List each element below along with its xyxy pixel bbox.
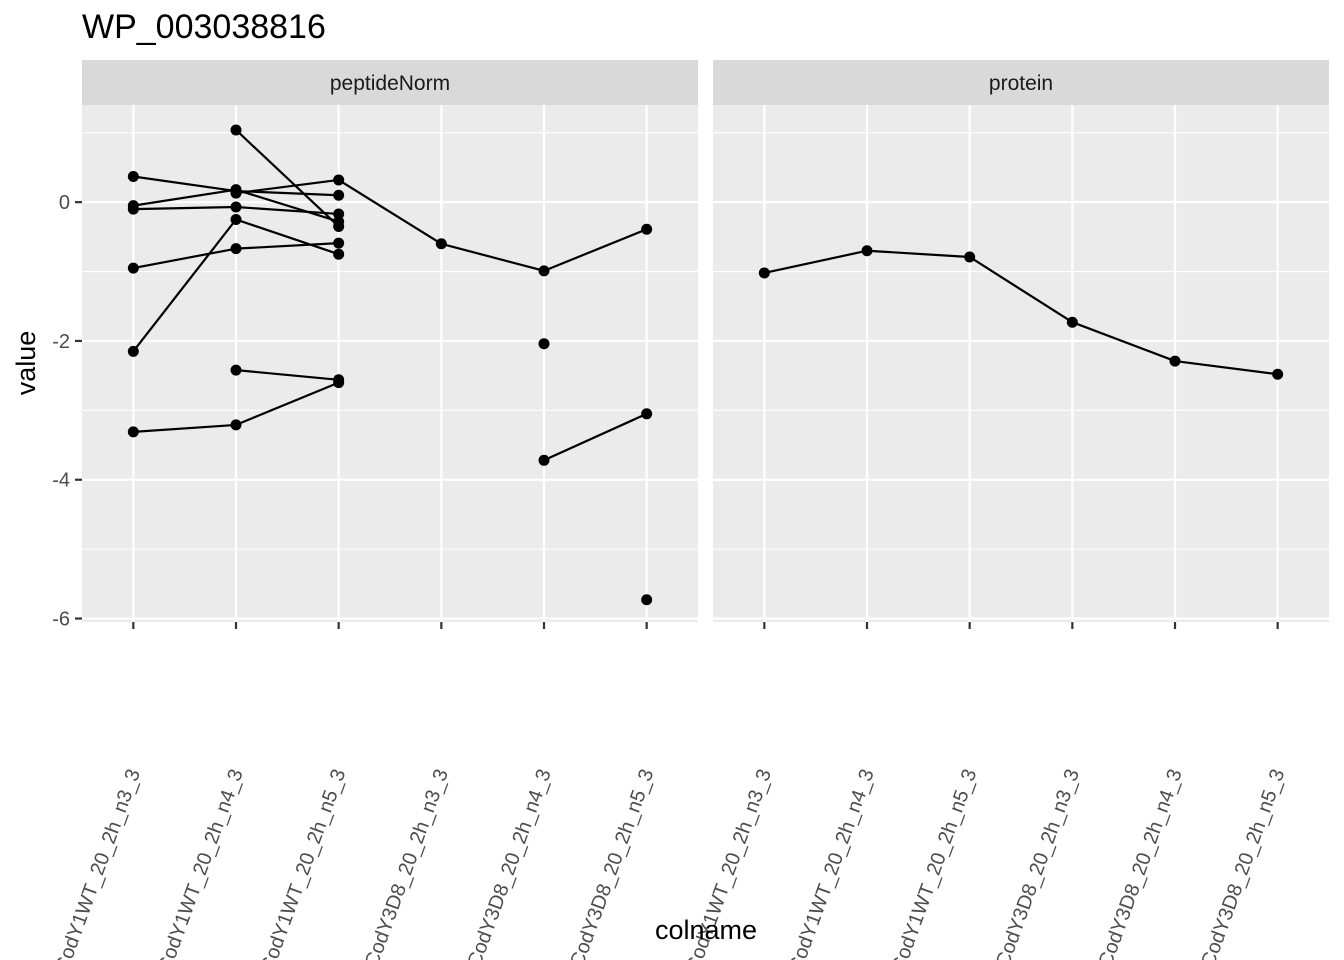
series-line-segment	[1174, 359, 1278, 376]
series-line-segment	[133, 423, 237, 433]
data-point	[538, 454, 550, 466]
data-point	[333, 237, 345, 249]
x-tick-label: CodY3D8_20_2h_n3_3	[992, 766, 1084, 960]
series-line-segment	[969, 256, 1073, 324]
data-point	[758, 267, 770, 279]
series-line-segment	[235, 178, 339, 195]
x-tick-label: CodY1WT_20_2h_n5_3	[256, 766, 350, 960]
series-line-segment	[235, 368, 339, 381]
panel-background	[82, 105, 698, 622]
facet-strip-label: protein	[989, 72, 1053, 95]
y-tick-label: -2	[52, 331, 70, 353]
series	[127, 377, 345, 438]
series	[127, 201, 345, 220]
series-line-segment	[866, 249, 970, 259]
y-tick-label: -6	[52, 609, 70, 631]
data-point	[333, 220, 345, 232]
data-point	[127, 262, 139, 274]
facet-panels: peptideNorm protein	[82, 60, 1329, 622]
series-line-segment	[133, 188, 237, 207]
x-tick-label: CodY3D8_20_2h_n5_3	[566, 766, 658, 960]
data-point	[127, 170, 139, 182]
data-point	[230, 124, 242, 136]
series	[230, 174, 653, 277]
x-tick-label: CodY3D8_20_2h_n4_3	[1095, 766, 1187, 960]
series-line-segment	[764, 249, 868, 275]
x-tick-label: CodY3D8_20_2h_n3_3	[361, 766, 453, 960]
data-point	[641, 408, 653, 420]
data-point	[641, 223, 653, 235]
y-tick-label: -4	[52, 470, 70, 492]
series-line-segment	[235, 218, 340, 256]
series	[538, 408, 653, 466]
data-point	[333, 248, 345, 260]
data-point	[230, 364, 242, 376]
facet-panel-protein: protein	[713, 60, 1329, 622]
series-line-segment	[235, 129, 340, 228]
data-point	[230, 214, 242, 226]
data-point	[1169, 355, 1181, 367]
series-line-segment	[338, 179, 442, 245]
series	[641, 594, 653, 606]
series	[758, 245, 1284, 380]
data-point	[230, 201, 242, 213]
series-line-segment	[235, 188, 339, 223]
series-line-segment	[441, 242, 545, 272]
series-line-segment	[1071, 321, 1176, 363]
x-tick-label: CodY1WT_20_2h_n4_3	[785, 766, 879, 960]
x-axis-title: colname	[655, 915, 757, 945]
series-line-segment	[235, 381, 340, 426]
data-point	[641, 594, 653, 606]
x-tick-label: CodY1WT_20_2h_n3_3	[51, 766, 145, 960]
series-line-segment	[133, 175, 237, 193]
data-point	[538, 338, 550, 350]
data-point	[333, 208, 345, 220]
series-line-segment	[132, 218, 237, 353]
x-axis: CodY1WT_20_2h_n3_3 CodY1WT_20_2h_n4_3 CodY…	[51, 622, 1289, 960]
data-point	[230, 187, 242, 199]
data-point	[333, 189, 345, 201]
data-point	[333, 174, 345, 186]
series	[538, 338, 550, 350]
y-axis: -6 -4 -2 0	[52, 192, 82, 631]
facet-strip	[713, 60, 1329, 105]
series	[230, 124, 345, 232]
series-line-segment	[133, 247, 237, 270]
x-tick-label: CodY1WT_20_2h_n4_3	[154, 766, 248, 960]
series	[127, 214, 345, 357]
data-point	[435, 238, 447, 250]
data-point	[964, 251, 976, 263]
chart-title: WP_003038816	[82, 8, 326, 46]
facet-strip-label: peptideNorm	[330, 72, 450, 95]
data-point	[1272, 368, 1284, 380]
facet-panel-peptideNorm: peptideNorm	[82, 60, 698, 622]
data-point	[230, 419, 242, 431]
x-tick-label: CodY3D8_20_2h_n4_3	[464, 766, 556, 960]
series-line-segment	[235, 205, 339, 216]
data-point	[127, 345, 139, 357]
data-point	[861, 245, 873, 257]
series-line-segment	[235, 241, 339, 250]
data-point	[230, 243, 242, 255]
data-point	[1066, 316, 1078, 328]
data-point	[538, 265, 550, 277]
data-point	[333, 377, 345, 389]
facet-strip	[82, 60, 698, 105]
series-line-segment	[543, 228, 648, 272]
data-point	[127, 426, 139, 438]
data-point	[127, 203, 139, 215]
series-line-segment	[133, 205, 237, 211]
x-tick-label: CodY3D8_20_2h_n5_3	[1197, 766, 1289, 960]
y-tick-label: 0	[59, 192, 70, 214]
panel-background	[713, 105, 1329, 622]
series	[127, 237, 345, 274]
x-tick-label: CodY1WT_20_2h_n5_3	[887, 766, 981, 960]
series-line-segment	[543, 412, 648, 462]
y-axis-title: value	[11, 331, 41, 396]
